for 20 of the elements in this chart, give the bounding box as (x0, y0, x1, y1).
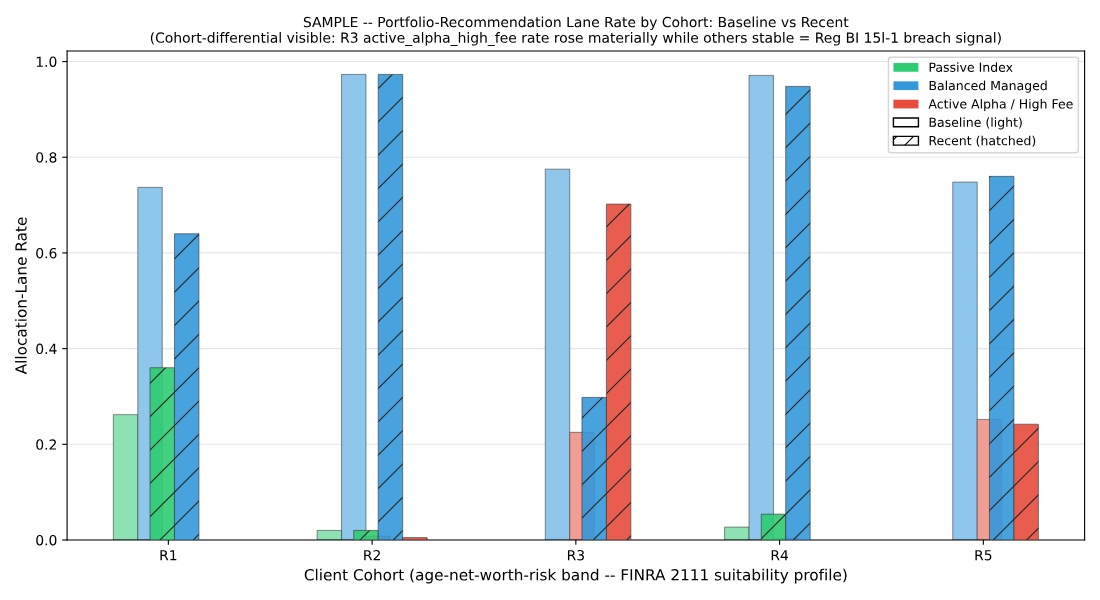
x-axis-title: Client Cohort (age-net-worth-risk band -- FINRA 2111 suitability profile) (304, 568, 847, 584)
legend-label: Active Alpha / High Fee (928, 98, 1073, 112)
y-tick-label: 1.0 (36, 56, 57, 67)
y-tick-label: 0.8 (36, 152, 57, 163)
y-tick-label: 0.0 (36, 534, 57, 546)
y-tick-label: 0.4 (36, 343, 57, 355)
y-tick-label: 0.2 (36, 439, 56, 450)
y-tick-label: 0.6 (36, 247, 57, 259)
y-axis-title: Allocation-Lane Rate (14, 217, 27, 375)
annotation: Recent (hatched) (929, 135, 1036, 147)
chart-title: SAMPLE -- Portfolio-Recommendation Lane Rate by Cohort: Baseline vs Recent (303, 16, 849, 30)
x-tick-label: R5 (975, 550, 992, 561)
annotation: Baseline (light) (929, 117, 1022, 130)
x-tick-label: R1 (160, 550, 177, 561)
x-tick-label: R4 (771, 550, 789, 561)
x-tick-label: R3 (567, 549, 584, 561)
legend-label: Balanced Managed (929, 80, 1047, 93)
x-tick-label: R2 (364, 549, 380, 561)
chart-subtitle: (Cohort-differential visible: R3 active_alpha_high_fee rate rose materially while others stable = Reg BI 15l-1 breach signal) (150, 32, 1001, 46)
legend-label: Passive Index (929, 62, 1013, 72)
